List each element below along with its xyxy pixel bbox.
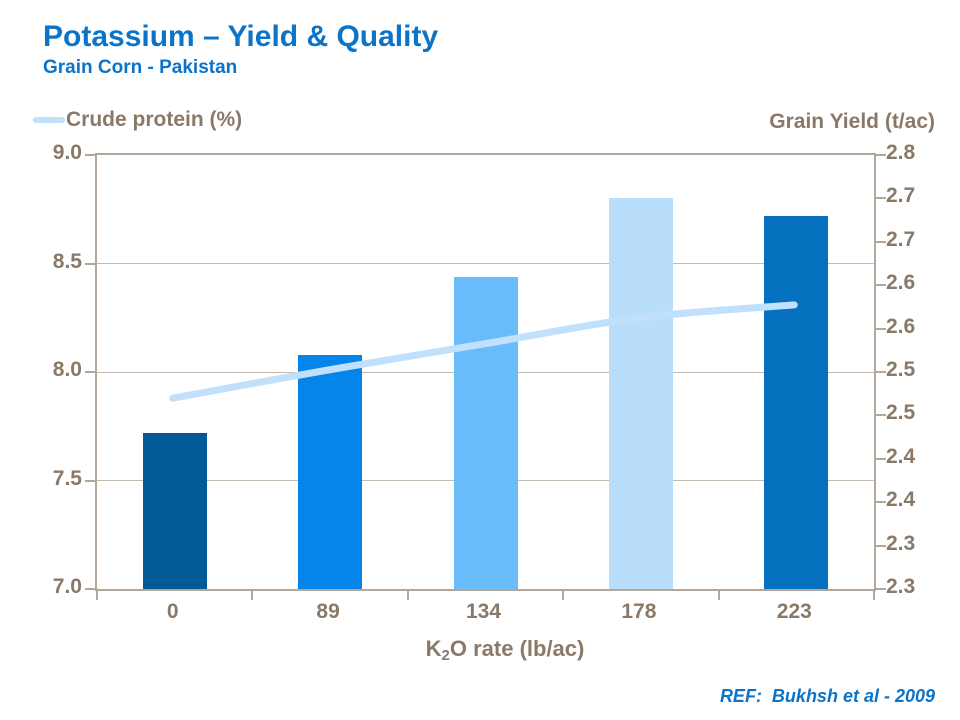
left-axis-tick-label: 8.0 — [52, 358, 82, 381]
x-category-label: 89 — [316, 600, 340, 623]
page-title: Potassium – Yield & Quality — [43, 20, 439, 53]
x-axis-title-prefix: K — [425, 636, 442, 661]
right-axis-title: Grain Yield (t/ac) — [769, 110, 935, 133]
x-axis-tick — [873, 591, 875, 600]
left-axis-tick — [85, 371, 95, 373]
right-axis-tick — [876, 284, 886, 287]
x-category-label: 178 — [621, 600, 657, 623]
x-axis-title: K2O rate (lb/ac) — [426, 636, 585, 664]
x-axis-tick — [717, 591, 720, 600]
reference-note: REF: Bukhsh et al - 2009 — [719, 686, 935, 706]
x-category-label: 134 — [465, 600, 502, 623]
left-axis-tick-label: 7.0 — [52, 575, 82, 598]
right-axis-tick — [876, 327, 886, 330]
right-axis-tick — [876, 544, 886, 547]
right-axis-tick-label: 2.4 — [886, 444, 916, 468]
right-axis-tick-label: 2.8 — [886, 141, 916, 164]
grain-yield-bar — [298, 355, 363, 589]
right-axis-tick-label: 2.7 — [886, 227, 916, 251]
legend-label-crude-protein: Crude protein (%) — [66, 108, 243, 131]
right-axis-tick-label: 2.5 — [886, 401, 916, 425]
right-axis-tick-label: 2.7 — [886, 184, 916, 208]
line-series-swatch-icon — [33, 117, 65, 123]
right-axis-tick — [876, 414, 886, 417]
right-axis-tick — [876, 501, 886, 504]
x-axis-tick — [562, 591, 565, 600]
left-axis-tick — [85, 588, 95, 590]
right-axis-tick-label: 2.6 — [886, 314, 916, 338]
right-axis-tick-label: 2.3 — [886, 575, 916, 598]
x-axis-tick — [251, 591, 254, 600]
left-axis-tick-label: 8.5 — [52, 249, 82, 273]
grain-yield-bar — [142, 433, 207, 589]
x-axis-tick — [406, 591, 409, 600]
right-axis-tick — [876, 588, 886, 590]
left-axis-tick — [85, 479, 95, 482]
right-axis-tick — [876, 371, 886, 373]
page-subtitle: Grain Corn - Pakistan — [43, 57, 238, 78]
left-axis-tick — [85, 262, 95, 265]
left-axis-tick-label: 7.5 — [52, 466, 82, 490]
right-axis-tick — [876, 240, 886, 243]
x-axis-title-subscript: 2 — [441, 647, 450, 664]
right-axis-tick-label: 2.5 — [886, 358, 916, 381]
x-category-label: 223 — [776, 600, 812, 623]
legend: Crude protein (%) — [33, 108, 242, 132]
right-axis-tick-label: 2.3 — [886, 531, 916, 555]
right-axis-tick — [876, 457, 886, 460]
x-category-label: 0 — [166, 600, 179, 623]
left-axis-tick-label: 9.0 — [52, 141, 82, 164]
x-axis-tick — [96, 591, 98, 600]
plot-area — [85, 153, 886, 600]
right-axis-tick-label: 2.6 — [886, 271, 916, 295]
right-axis-tick — [876, 197, 886, 200]
grain-yield-bar — [608, 198, 673, 589]
right-axis-tick-label: 2.4 — [886, 488, 916, 512]
grain-yield-bar — [764, 216, 829, 589]
right-axis-tick — [876, 154, 886, 156]
gridline — [97, 263, 874, 264]
x-axis-title-suffix: O rate (lb/ac) — [449, 636, 585, 661]
grain-yield-bar — [453, 277, 518, 589]
left-axis-tick — [85, 154, 95, 156]
